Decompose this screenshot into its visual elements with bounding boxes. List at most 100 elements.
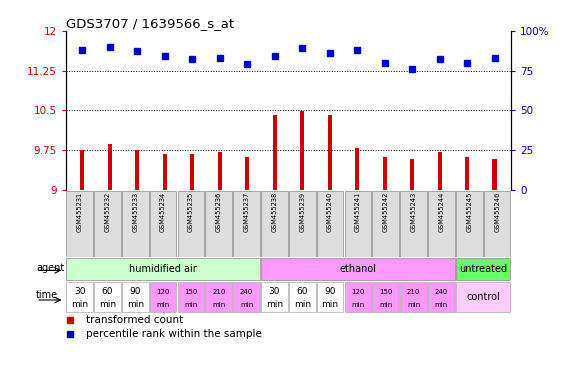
Bar [163,154,167,190]
Bar [107,144,112,190]
Text: transformed count: transformed count [86,315,183,325]
Text: min: min [407,301,420,308]
Text: GSM455246: GSM455246 [494,192,500,232]
Bar [328,115,332,190]
Text: min: min [435,301,448,308]
Bar [372,282,399,313]
Text: 210: 210 [212,288,226,295]
Bar [484,191,510,257]
Text: min: min [321,300,339,309]
Text: GSM455240: GSM455240 [327,192,333,232]
Bar [372,191,399,257]
Bar [218,152,222,190]
Bar [493,159,497,190]
Bar [150,191,176,257]
Text: GSM455232: GSM455232 [104,192,110,232]
Text: GSM455241: GSM455241 [355,192,361,232]
Text: min: min [127,300,144,309]
Text: percentile rank within the sample: percentile rank within the sample [86,329,262,339]
Text: GSM455231: GSM455231 [77,192,83,232]
Text: humidified air: humidified air [129,264,197,274]
Bar [178,191,204,257]
Text: 240: 240 [435,288,448,295]
Text: GSM455244: GSM455244 [439,192,444,232]
Text: GDS3707 / 1639566_s_at: GDS3707 / 1639566_s_at [66,17,234,30]
Bar [465,157,469,190]
Bar [300,111,304,190]
Text: 210: 210 [407,288,420,295]
Text: 120: 120 [156,288,170,295]
Bar [317,191,344,257]
Bar [233,191,260,257]
Bar [456,191,482,257]
Text: GSM455242: GSM455242 [383,192,389,232]
Text: GSM455238: GSM455238 [271,192,278,232]
Text: GSM455233: GSM455233 [132,192,138,232]
Bar [344,191,371,257]
Text: 90: 90 [324,287,336,296]
Bar [400,282,427,313]
Text: 150: 150 [379,288,392,295]
Bar [317,282,344,313]
Bar [428,191,455,257]
Bar [410,159,414,190]
Bar [206,282,232,313]
Text: min: min [293,300,311,309]
Text: ethanol: ethanol [339,264,376,274]
Text: min: min [212,301,226,308]
Text: 150: 150 [184,288,198,295]
Bar [66,282,93,313]
Text: control: control [467,292,500,303]
Bar [80,150,85,190]
Text: 30: 30 [74,287,85,296]
Text: GSM455243: GSM455243 [411,192,417,232]
Bar [206,191,232,257]
Bar [178,282,204,313]
Bar [428,282,455,313]
Bar [344,282,371,313]
Bar [437,152,441,190]
Bar [400,191,427,257]
Bar [383,157,387,190]
Bar [355,148,359,190]
Text: 120: 120 [351,288,365,295]
Bar [150,282,176,313]
Bar [233,282,260,313]
Text: GSM455239: GSM455239 [299,192,305,232]
Text: min: min [71,300,88,309]
Text: GSM455245: GSM455245 [467,192,472,232]
Text: GSM455236: GSM455236 [216,192,222,232]
Text: min: min [99,300,116,309]
Text: GSM455234: GSM455234 [160,192,166,232]
Bar [272,115,277,190]
Text: time: time [36,290,58,300]
Text: min: min [351,301,364,308]
Bar [122,191,148,257]
Bar [456,258,510,280]
Bar [261,258,455,280]
Text: min: min [266,300,283,309]
Text: min: min [156,301,170,308]
Bar [66,191,93,257]
Text: GSM455237: GSM455237 [244,192,250,232]
Bar [261,191,288,257]
Text: 240: 240 [240,288,253,295]
Text: min: min [184,301,198,308]
Text: 90: 90 [130,287,141,296]
Bar [94,282,121,313]
Text: min: min [379,301,392,308]
Bar [135,150,139,190]
Bar [289,191,316,257]
Bar [289,282,316,313]
Bar [66,258,260,280]
Bar [245,157,249,190]
Text: 30: 30 [269,287,280,296]
Bar [190,154,194,190]
Text: 60: 60 [102,287,113,296]
Text: agent: agent [36,263,65,273]
Text: 60: 60 [296,287,308,296]
Text: min: min [240,301,253,308]
Text: GSM455235: GSM455235 [188,192,194,232]
Bar [94,191,121,257]
Text: untreated: untreated [459,264,507,274]
